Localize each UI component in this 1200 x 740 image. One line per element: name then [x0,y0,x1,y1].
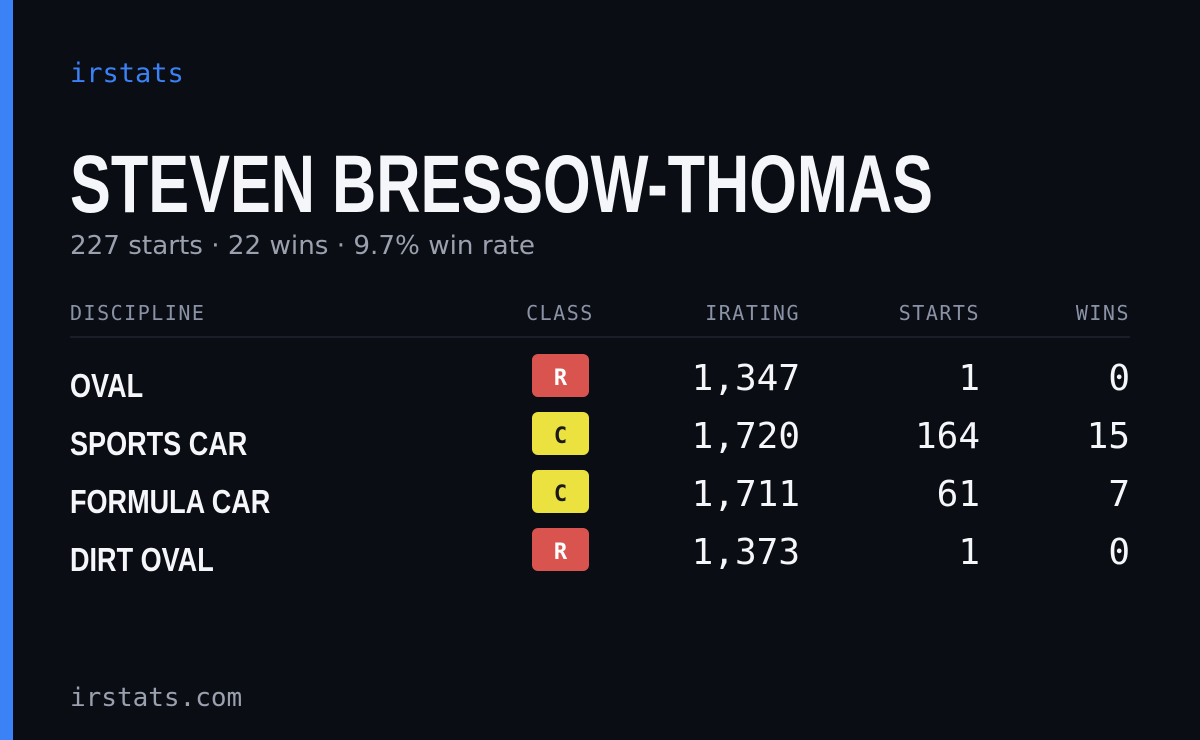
header-cell: CLASS [526,301,594,325]
wins: 7 [1108,474,1130,515]
discipline: OVAL [70,369,143,405]
starts: 61 [937,474,980,515]
discipline-cell: OVAL [70,369,143,405]
accent-bar [0,0,13,740]
header-cell: DISCIPLINE [70,301,205,325]
driver-name: STEVEN BRESSOW-THOMAS [70,139,933,230]
table-row: DIRT OVAL R 1,373 1 0 [70,528,1130,579]
starts: 1 [958,532,980,573]
header-cell: IRATING [705,301,800,325]
class-letter: C [554,424,567,449]
brand: irstats [70,58,184,89]
header-cell: STARTS [899,301,980,325]
wins: 0 [1108,358,1130,399]
class-badge [532,528,589,571]
irating: 1,347 [692,358,800,399]
starts: 1 [958,358,980,399]
header-cell: WINS [1076,301,1130,325]
discipline: SPORTS CAR [70,427,247,463]
table-header: DISCIPLINE CLASS IRATING STARTS WINS [70,301,1130,325]
discipline: DIRT OVAL [70,543,214,579]
discipline-cell: DIRT OVAL [70,543,214,579]
table-body: OVAL R 1,347 1 0 SPORTS CAR C 1,720 164 15 FORMULA… [70,354,1130,579]
irating: 1,711 [692,474,800,515]
wins: 15 [1087,416,1130,457]
class-letter: C [554,482,567,507]
irating: 1,720 [692,416,800,457]
class-badge [532,412,589,455]
discipline-cell: SPORTS CAR [70,427,247,463]
table-row: SPORTS CAR C 1,720 164 15 [70,412,1130,463]
driver-summary: 227 starts · 22 wins · 9.7% win rate [70,231,535,261]
class-badge [532,354,589,397]
irating: 1,373 [692,532,800,573]
discipline-cell: FORMULA CAR [70,485,270,521]
class-letter: R [554,366,568,391]
table-row: OVAL R 1,347 1 0 [70,354,1130,405]
class-badge [532,470,589,513]
class-letter: R [554,540,568,565]
footer: irstats.com [70,683,242,713]
table-row: FORMULA CAR C 1,711 61 7 [70,470,1130,521]
discipline: FORMULA CAR [70,485,270,521]
starts: 164 [915,416,980,457]
wins: 0 [1108,532,1130,573]
